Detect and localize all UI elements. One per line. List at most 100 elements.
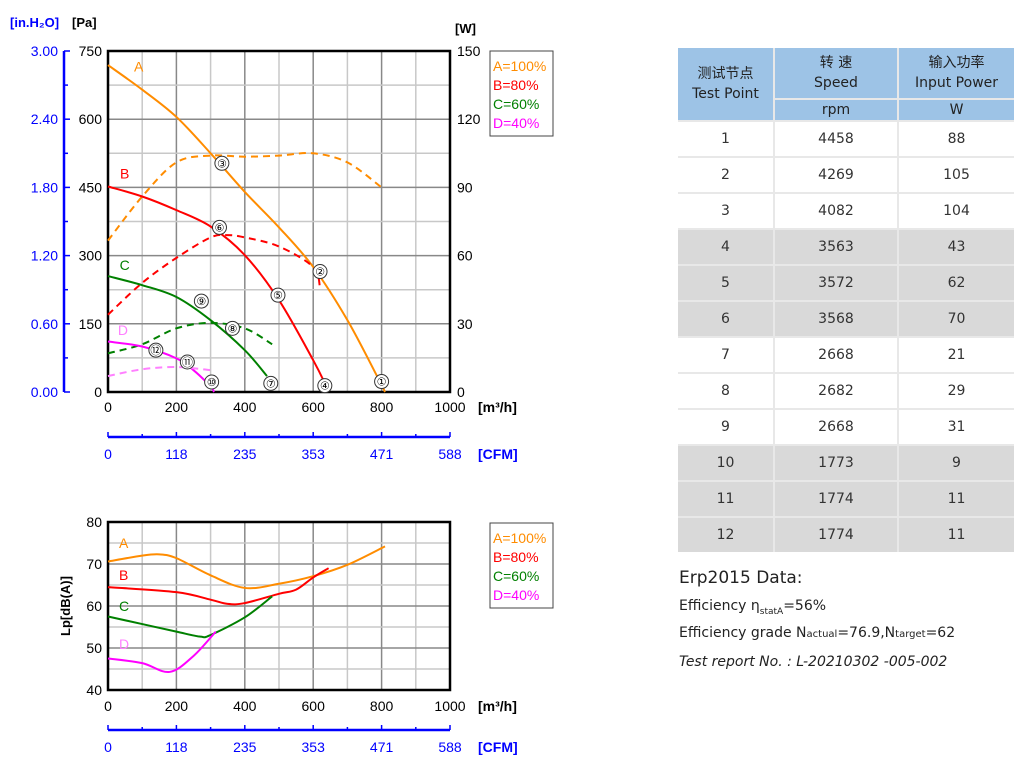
cfm-tick-label: 118 (165, 739, 188, 755)
plot-frame (106, 520, 452, 692)
cfm-tick-label: 353 (302, 446, 326, 462)
cell-power: 11 (899, 482, 1014, 516)
header-speed-cn: 转 速 (819, 55, 853, 71)
cell-power: 29 (899, 374, 1014, 408)
curve-label-b: B (119, 567, 128, 583)
test-point-label: ② (315, 266, 325, 279)
grade-actual-sub: actual (806, 629, 838, 640)
test-point-marker (317, 378, 333, 394)
db-axis-title: Lp[dB(A)] (58, 576, 73, 636)
header-speed-en: Speed (814, 75, 858, 91)
legend-item-a: A=100% (493, 530, 546, 546)
cfm-tick-label: 0 (104, 739, 112, 755)
x-tick-label: 1000 (434, 399, 465, 415)
cell-power: 31 (899, 410, 1014, 444)
cfm-tick-label: 235 (233, 739, 257, 755)
test-point-label: ⑪ (182, 356, 193, 369)
series-b-pressure-curve (107, 185, 328, 388)
test-point-label: ⑧ (228, 322, 238, 335)
test-point-label: ③ (217, 157, 227, 170)
table-row: 12 1774 11 (678, 518, 1014, 552)
test-point-label: ⑫ (150, 344, 161, 357)
cfm-tick-label: 471 (370, 739, 394, 755)
test-point-marker (214, 155, 230, 171)
cell-power: 9 (899, 446, 1014, 480)
inh2o-tick-label: 1.80 (31, 179, 58, 195)
test-point-label: ④ (320, 380, 330, 393)
cell-point: 8 (678, 374, 773, 408)
test-point-marker (312, 264, 328, 280)
noise-series-a-curve (107, 545, 386, 590)
header-power-en: Input Power (914, 75, 999, 91)
table-row: 11 1774 11 (678, 482, 1014, 516)
x-tick-label: 0 (104, 399, 112, 415)
cfm-axis-title: [CFM] (478, 446, 518, 462)
cfm-tick-label: 588 (438, 739, 462, 755)
series-d-power-curve (107, 365, 211, 378)
test-point-marker (148, 342, 164, 358)
legend-item-c: C=60% (493, 96, 539, 112)
x-tick-label: 800 (370, 399, 394, 415)
cell-power: 104 (899, 194, 1014, 228)
plot-frame (106, 49, 452, 394)
db-tick-label: 40 (86, 682, 102, 698)
noise-series-d-curve (107, 630, 217, 673)
header-test-point-en: Test Point (692, 86, 759, 102)
grade-mid: =76.9,N (837, 625, 896, 641)
db-tick-label: 50 (86, 640, 102, 656)
cell-point: 5 (678, 266, 773, 300)
test-point-label: ⑦ (266, 377, 276, 390)
test-point-label: ⑩ (207, 376, 217, 389)
db-tick-label: 80 (86, 514, 102, 530)
cfm-tick-label: 588 (438, 446, 462, 462)
cell-speed: 3563 (775, 230, 897, 264)
curve-label-c: C (120, 257, 130, 273)
series-c-pressure-curve (107, 275, 268, 377)
cell-point: 12 (678, 518, 773, 552)
cell-speed: 3568 (775, 302, 897, 336)
cell-power: 43 (899, 230, 1014, 264)
pa-tick-label: 750 (79, 43, 103, 59)
table-row: 4 3563 43 (678, 230, 1014, 264)
table-row: 6 3568 70 (678, 302, 1014, 336)
cell-speed: 1773 (775, 446, 897, 480)
series-c-power-curve (107, 321, 273, 355)
cfm-tick-label: 235 (233, 446, 257, 462)
cell-power: 21 (899, 338, 1014, 372)
cell-point: 6 (678, 302, 773, 336)
db-tick-label: 60 (86, 598, 102, 614)
cell-speed: 1774 (775, 518, 897, 552)
efficiency-grade-line: Efficiency grade Nactual=76.9,Ntarget=62 (679, 625, 955, 641)
cell-power: 88 (899, 122, 1014, 156)
w-tick-label: 30 (457, 316, 473, 332)
w-tick-label: 60 (457, 248, 473, 264)
table-row: 1 4458 88 (678, 122, 1014, 156)
test-point-marker (270, 287, 286, 303)
legend-item-d: D=40% (493, 587, 539, 603)
header-power-cn: 输入功率 (928, 55, 985, 71)
noise-series-c-curve (107, 595, 273, 639)
x-tick-label: 400 (233, 399, 257, 415)
cell-point: 10 (678, 446, 773, 480)
test-point-marker (204, 374, 220, 390)
curve-label-b: B (120, 165, 129, 181)
x-tick-label: 600 (302, 698, 326, 714)
legend-item-d: D=40% (493, 115, 539, 131)
cell-point: 11 (678, 482, 773, 516)
cell-speed: 3572 (775, 266, 897, 300)
table-row: 5 3572 62 (678, 266, 1014, 300)
x-tick-label: 600 (302, 399, 326, 415)
series-b-power-curve (107, 233, 322, 316)
test-point-marker (193, 293, 209, 309)
table-row: 9 2668 31 (678, 410, 1014, 444)
w-tick-label: 120 (457, 111, 481, 127)
table-row: 2 4269 105 (678, 158, 1014, 192)
cfm-tick-label: 118 (165, 446, 188, 462)
grade-prefix: Efficiency grade N (679, 625, 807, 641)
header-test-point-cn: 测试节点 (697, 66, 754, 82)
test-point-marker (211, 219, 227, 235)
x-tick-label: 400 (233, 698, 257, 714)
legend-item-a: A=100% (493, 58, 546, 74)
test-point-label: ⑨ (196, 295, 206, 308)
curve-label-c: C (119, 598, 129, 614)
